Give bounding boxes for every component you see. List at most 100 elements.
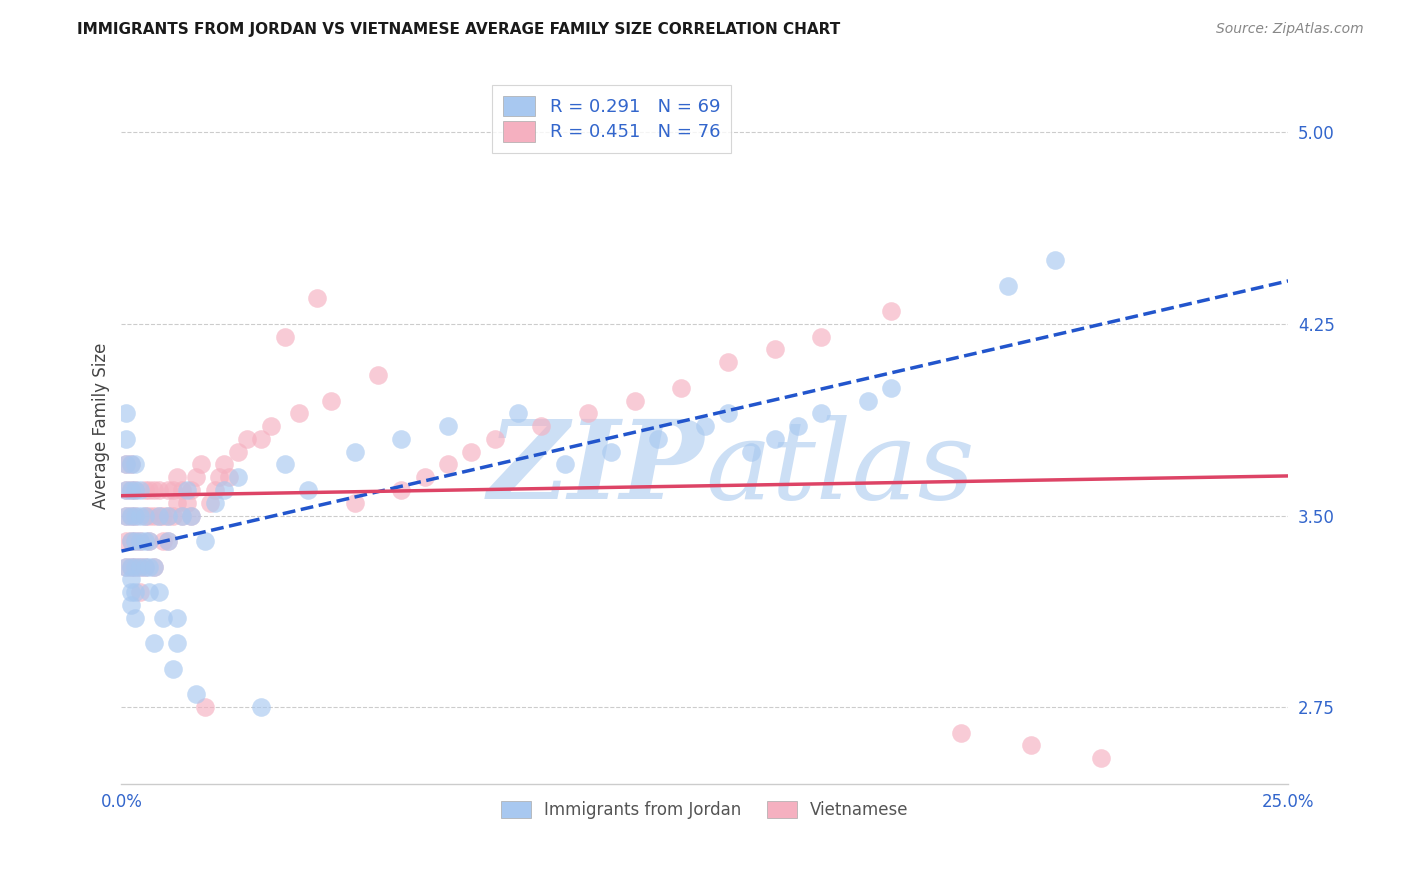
Point [997,278,1019,293]
Point [134,559,156,574]
Point [115,406,138,420]
Point [576,406,599,420]
Point [172,483,194,497]
Point [717,355,740,369]
Point [138,508,160,523]
Point [250,700,273,714]
Point [208,470,231,484]
Point [810,329,832,343]
Point [148,483,170,497]
Point [124,585,146,599]
Point [148,508,170,523]
Point [184,687,207,701]
Point [176,496,198,510]
Point [274,458,297,472]
Point [115,559,138,574]
Point [143,559,166,574]
Point [1090,751,1112,765]
Point [124,610,146,624]
Legend: Immigrants from Jordan, Vietnamese: Immigrants from Jordan, Vietnamese [495,794,915,825]
Point [157,508,180,523]
Point [129,534,152,549]
Point [600,444,623,458]
Point [740,444,762,458]
Point [437,458,460,472]
Point [391,432,413,446]
Point [129,534,152,549]
Point [787,419,810,434]
Point [180,508,202,523]
Point [138,585,160,599]
Point [763,343,786,357]
Point [129,559,152,574]
Point [115,458,138,472]
Point [166,636,188,650]
Point [307,292,329,306]
Point [180,508,202,523]
Point [880,381,903,395]
Point [166,470,188,484]
Point [120,534,142,549]
Point [1021,739,1043,753]
Point [124,534,146,549]
Point [115,508,138,523]
Point [124,559,146,574]
Point [120,483,142,497]
Point [288,406,311,420]
Point [184,470,207,484]
Point [236,432,259,446]
Point [166,496,188,510]
Point [190,458,212,472]
Point [671,381,693,395]
Point [623,393,645,408]
Point [120,598,142,612]
Point [166,610,188,624]
Point [157,534,180,549]
Point [157,534,180,549]
Point [120,534,142,549]
Point [129,559,152,574]
Point [297,483,319,497]
Point [134,559,156,574]
Point [143,636,166,650]
Point [134,508,156,523]
Point [194,534,217,549]
Point [143,559,166,574]
Point [143,508,166,523]
Point [204,483,226,497]
Point [129,585,152,599]
Point [176,483,198,497]
Point [950,725,973,739]
Point [124,458,146,472]
Point [437,419,460,434]
Point [115,458,138,472]
Point [138,534,160,549]
Point [129,483,152,497]
Point [212,458,235,472]
Point [460,444,482,458]
Point [129,508,152,523]
Point [120,559,142,574]
Point [856,393,879,408]
Point [508,406,530,420]
Point [124,534,146,549]
Point [194,700,217,714]
Text: atlas: atlas [704,416,974,523]
Point [554,458,576,472]
Point [143,483,166,497]
Point [198,496,221,510]
Text: Source: ZipAtlas.com: Source: ZipAtlas.com [1216,22,1364,37]
Point [763,432,786,446]
Text: ZIP: ZIP [488,416,704,523]
Point [152,610,174,624]
Point [120,585,142,599]
Point [226,470,249,484]
Point [124,483,146,497]
Point [321,393,343,408]
Point [250,432,273,446]
Point [115,432,138,446]
Point [120,559,142,574]
Point [880,304,903,318]
Point [343,496,366,510]
Point [413,470,436,484]
